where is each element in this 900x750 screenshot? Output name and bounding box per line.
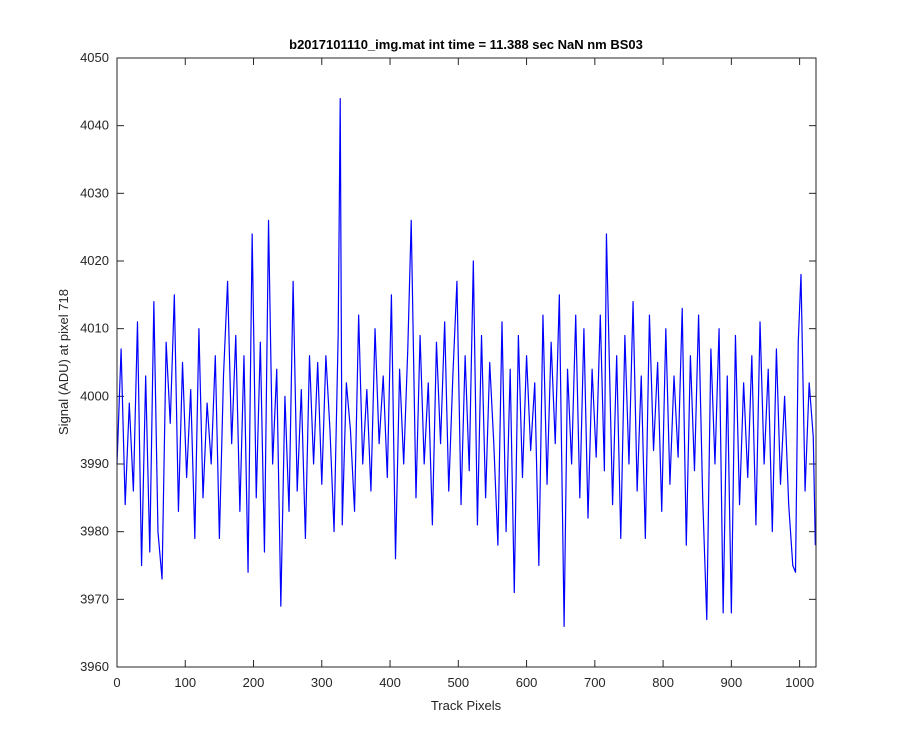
x-axis-label: Track Pixels [431,698,502,713]
chart-title: b2017101110_img.mat int time = 11.388 se… [289,37,643,52]
plot-frame [116,57,817,668]
x-tick-label: 400 [379,675,401,690]
x-tick-label: 900 [721,675,743,690]
y-axis-label: Signal (ADU) at pixel 718 [56,289,71,435]
y-tick-label: 3990 [80,456,109,471]
x-tick-label: 100 [174,675,196,690]
y-tick-label: 4050 [80,50,109,65]
y-tick-label: 4010 [80,321,109,336]
x-tick-label: 1000 [785,675,814,690]
y-tick-label: 4040 [80,118,109,133]
y-tick-label: 3970 [80,591,109,606]
data-line [116,98,816,627]
y-tick-label: 4020 [80,253,109,268]
y-tick-label: 3980 [80,524,109,539]
x-tick-label: 0 [113,675,120,690]
x-tick-label: 600 [516,675,538,690]
y-tick-label: 3960 [80,659,109,674]
x-tick-label: 700 [584,675,606,690]
x-tick-label: 500 [447,675,469,690]
y-tick-label: 4000 [80,388,109,403]
y-tick-label: 4030 [80,185,109,200]
x-tick-label: 200 [243,675,265,690]
x-tick-label: 800 [652,675,674,690]
x-tick-label: 300 [311,675,333,690]
